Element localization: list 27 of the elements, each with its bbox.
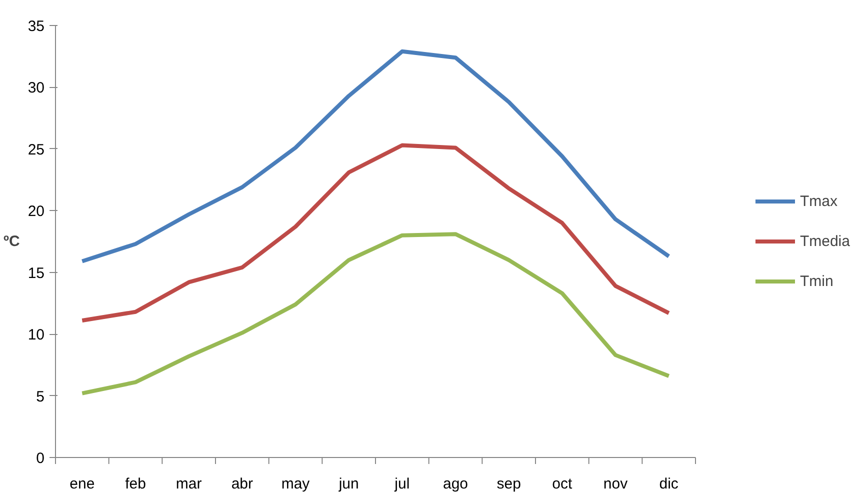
line-series [80, 232, 671, 396]
x-tick-label: nov [603, 476, 628, 492]
y-tick-label: 5 [36, 388, 44, 406]
x-tick-label: jun [338, 476, 359, 492]
legend-label: Tmedia [800, 232, 850, 250]
x-tick-label: dic [659, 476, 679, 492]
legend-label: Tmax [800, 192, 838, 210]
y-tick-label: 20 [28, 203, 45, 220]
x-tick-label: ene [70, 476, 95, 492]
line-series [80, 143, 671, 322]
x-tick-label: may [281, 476, 310, 492]
legend-label: Tmin [800, 272, 834, 290]
line-series [80, 49, 671, 264]
y-tick-label: 10 [28, 326, 45, 344]
y-tick-label: 35 [28, 18, 45, 35]
x-tick-label: abr [231, 476, 254, 492]
y-axis-title: ºC [4, 233, 20, 250]
y-tick-label: 25 [28, 141, 45, 158]
x-tick-label: mar [176, 476, 202, 492]
y-tick-label: 30 [28, 80, 45, 97]
x-tick-label: oct [552, 476, 574, 492]
y-tick-label: 15 [28, 264, 45, 282]
x-tick-label: ago [442, 476, 468, 492]
x-tick-label: feb [125, 476, 146, 492]
y-tick-label: 0 [36, 450, 44, 467]
x-tick-label: jul [394, 476, 410, 492]
x-tick-label: sep [496, 476, 521, 492]
